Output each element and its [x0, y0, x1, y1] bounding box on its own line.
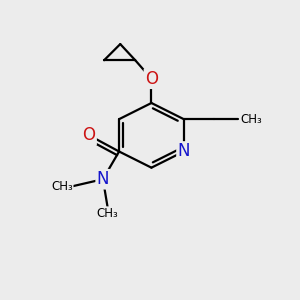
Text: CH₃: CH₃: [240, 113, 262, 126]
Text: CH₃: CH₃: [97, 207, 119, 220]
Text: N: N: [97, 170, 109, 188]
Text: O: O: [82, 126, 96, 144]
Text: N: N: [178, 142, 190, 160]
Text: CH₃: CH₃: [51, 180, 73, 193]
Text: O: O: [145, 70, 158, 88]
